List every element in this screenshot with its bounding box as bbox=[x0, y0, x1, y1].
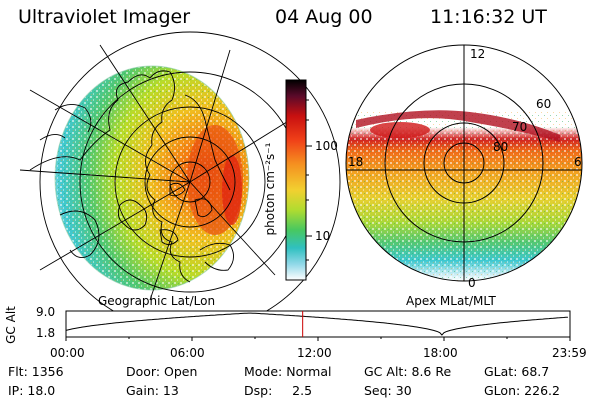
date-label: 04 Aug 00 bbox=[275, 6, 373, 28]
colorbar-unit-label: photon cm⁻²s⁻¹ bbox=[263, 142, 277, 236]
instrument-title: Ultraviolet Imager bbox=[18, 6, 191, 28]
mlat-label-80: 80 bbox=[493, 140, 509, 154]
altitude-plot bbox=[65, 310, 571, 341]
sequence-number: Seq: 30 bbox=[364, 383, 412, 398]
altitude-curve bbox=[65, 312, 568, 336]
time-tick-1200: 12:00 bbox=[297, 346, 332, 360]
mlat-label-70: 70 bbox=[512, 120, 528, 134]
dsp-value: Dsp: 2.5 bbox=[244, 383, 313, 398]
mlat-label-60: 60 bbox=[536, 97, 552, 111]
geographic-latitude: GLat: 68.7 bbox=[484, 364, 550, 379]
mlt-label-6: 6 bbox=[574, 155, 582, 169]
geographic-longitude: GLon: 226.2 bbox=[484, 383, 560, 398]
time-tick-1800: 18:00 bbox=[423, 346, 458, 360]
colorbar bbox=[285, 79, 312, 281]
colorbar-tick-100: 100 bbox=[315, 139, 338, 153]
time-tick-0000: 00:00 bbox=[50, 346, 85, 360]
flight-number: Flt: 1356 bbox=[8, 364, 64, 379]
mlt-label-12: 12 bbox=[470, 47, 486, 61]
colorbar-tick-10: 10 bbox=[315, 229, 331, 243]
mlt-label-0: 0 bbox=[468, 276, 476, 290]
time-tick-0600: 06:00 bbox=[170, 346, 205, 360]
apex-map-panel bbox=[345, 44, 583, 282]
gain-value: Gain: 13 bbox=[126, 383, 179, 398]
altitude-axis-label: GC Alt bbox=[4, 306, 18, 344]
mode-status: Mode: Normal bbox=[244, 364, 332, 379]
door-status: Door: Open bbox=[126, 364, 198, 379]
apex-panel-label: Apex MLat/MLT bbox=[406, 294, 496, 308]
apex-grid bbox=[345, 44, 583, 282]
mlt-label-18: 18 bbox=[348, 155, 364, 169]
time-label: 11:16:32 UT bbox=[430, 6, 547, 28]
geographic-panel-label: Geographic Lat/Lon bbox=[98, 294, 216, 308]
geographic-map-panel bbox=[19, 31, 341, 333]
ip-value: IP: 18.0 bbox=[8, 383, 56, 398]
gc-altitude: GC Alt: 8.6 Re bbox=[364, 364, 452, 379]
coastlines bbox=[29, 70, 234, 283]
time-tick-2359: 23:59 bbox=[552, 346, 587, 360]
altitude-tick-max: 9.0 bbox=[36, 305, 56, 319]
altitude-tick-min: 1.8 bbox=[36, 326, 56, 340]
